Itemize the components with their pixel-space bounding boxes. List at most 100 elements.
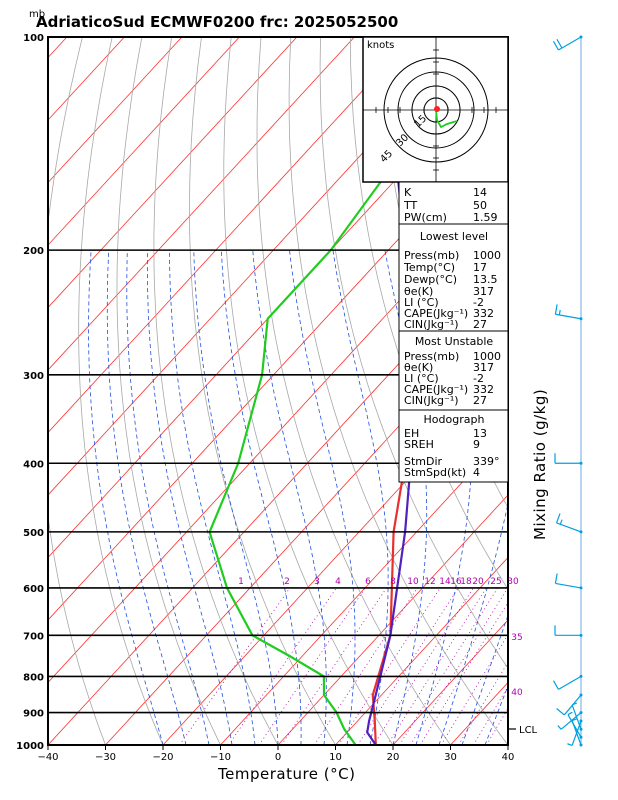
- lowest-li-value: -2: [473, 296, 484, 309]
- pressure-unit-label: mb: [29, 9, 45, 20]
- isotherm-line: [48, 181, 508, 684]
- hodograph-trace: [435, 109, 458, 129]
- dry-adiabat-line: [288, 37, 508, 745]
- hodo-stmspd-label: StmSpd(kt): [404, 466, 466, 479]
- mixing-ratio-label: 6: [365, 577, 371, 587]
- lowest-cin-label: CIN(Jkg⁻¹): [404, 318, 459, 331]
- moist-adiabat-line: [88, 250, 164, 745]
- pressure-tick-label: 600: [23, 584, 44, 595]
- indices-pw-value: 1.59: [473, 211, 498, 224]
- lowest-cape-label: CAPE(Jkg⁻¹): [404, 307, 468, 320]
- stats-frame: [398, 181, 509, 483]
- lowest-temp-label: Temp(°C): [403, 261, 455, 274]
- wind-barb-flag: [552, 41, 560, 51]
- lowest-cape-value: 332: [473, 307, 494, 320]
- moist-adiabat-line: [289, 250, 356, 745]
- mu-li-value: -2: [473, 372, 484, 385]
- pressure-tick-label: 200: [23, 246, 44, 257]
- wind-barb-flag: [556, 513, 561, 524]
- dry-adiabat-line: [48, 37, 106, 745]
- x-tick-label: 10: [329, 752, 342, 763]
- mixing-ratio-line: [473, 685, 508, 745]
- pressure-tick-label: 900: [23, 709, 44, 720]
- indices-k-label: K: [404, 186, 412, 199]
- lowest-cin-value: 27: [473, 318, 487, 331]
- hodograph-stats-header: Hodograph: [424, 413, 485, 426]
- isotherm-line: [48, 37, 355, 371]
- moist-adiabat-line: [146, 250, 233, 745]
- mixing-ratio-line: [458, 661, 508, 745]
- hodograph-unit: knots: [367, 40, 394, 51]
- wind-barb: [558, 675, 582, 690]
- dry-adiabat-line: [256, 37, 451, 745]
- mixing-ratio-line: [258, 587, 366, 745]
- wind-barb-flag: [559, 519, 563, 525]
- pressure-tick-label: 100: [23, 33, 44, 44]
- moist-adiabat-line: [507, 743, 508, 745]
- mu-thetae-label: θe(K): [404, 361, 433, 374]
- wind-barb-base: [579, 693, 583, 697]
- dewpoint-profile: [208, 37, 488, 745]
- x-tick-label: −20: [152, 752, 173, 763]
- mixing-ratio-line: [440, 633, 508, 745]
- mixing-ratio-label: 8: [390, 577, 396, 587]
- wind-barb-base: [579, 674, 583, 678]
- pressure-tick-label: 800: [23, 672, 44, 683]
- isotherm-line: [507, 744, 508, 745]
- wind-barb: [563, 694, 582, 716]
- isotherm-line: [335, 556, 508, 745]
- wind-barb-flag: [554, 573, 558, 584]
- wind-barb-flag: [557, 725, 562, 730]
- mixing-ratio-label: 12: [424, 577, 435, 587]
- lowest-dewp-label: Dewp(°C): [404, 273, 457, 286]
- x-tick-label: 40: [502, 752, 515, 763]
- dry-adiabat-line: [189, 37, 336, 745]
- mixing-ratio-line: [228, 587, 337, 745]
- indices-k-value: 14: [473, 186, 487, 199]
- wind-barb-base: [579, 743, 583, 747]
- wind-barb: [560, 712, 582, 730]
- mixing-ratio-label: 20: [472, 577, 484, 587]
- wind-barb-flag: [552, 680, 560, 690]
- wind-barb-base: [579, 317, 583, 321]
- most-unstable-header: Most Unstable: [415, 335, 494, 348]
- dry-adiabat-line: [223, 37, 394, 745]
- dry-adiabat-line: [319, 37, 508, 669]
- mu-press-value: 1000: [473, 350, 501, 363]
- mixing-ratio-line: [338, 587, 441, 745]
- isotherm-line: [48, 37, 240, 246]
- x-tick-label: −40: [37, 752, 58, 763]
- wind-barb: [556, 522, 582, 533]
- hodo-stmdir-label: StmDir: [404, 455, 443, 468]
- lowest-press-label: Press(mb): [404, 249, 459, 262]
- mixing-ratio-label: 40: [511, 688, 523, 698]
- hodo-sreh-label: SREH: [404, 438, 434, 451]
- indices-tt-value: 50: [473, 199, 487, 212]
- wind-barb-base: [579, 719, 583, 723]
- wind-barb-base: [579, 530, 583, 534]
- moist-adiabat-line: [220, 250, 302, 745]
- mixing-ratio-label: 4: [335, 577, 341, 587]
- lowest-li-label: LI (°C): [404, 296, 439, 309]
- wind-barb-base: [579, 586, 583, 590]
- hodograph-storm-motion: [434, 106, 440, 112]
- mixing-ratio-label: 2: [284, 577, 290, 587]
- wind-barb-flag: [567, 711, 573, 716]
- mu-cin-label: CIN(Jkg⁻¹): [404, 394, 459, 407]
- x-tick-label: 0: [275, 752, 281, 763]
- wind-barb: [567, 714, 582, 738]
- x-tick-label: 20: [387, 752, 400, 763]
- mu-cape-label: CAPE(Jkg⁻¹): [404, 383, 468, 396]
- stats-panel: K 14 TT 50 PW(cm) 1.59 Lowest level Pres…: [398, 181, 509, 483]
- dry-adiabat-line: [559, 37, 618, 745]
- wind-barb: [555, 313, 582, 320]
- isotherm-line: [48, 244, 508, 745]
- isotherm-line: [48, 37, 470, 496]
- lowest-thetae-label: θe(K): [404, 285, 433, 298]
- moist-adiabat-line: [169, 250, 256, 745]
- mu-li-label: LI (°C): [404, 372, 439, 385]
- dry-adiabat-line: [153, 37, 279, 745]
- pressure-tick-label: 400: [23, 459, 44, 470]
- mixing-ratio-label: 18: [460, 577, 472, 587]
